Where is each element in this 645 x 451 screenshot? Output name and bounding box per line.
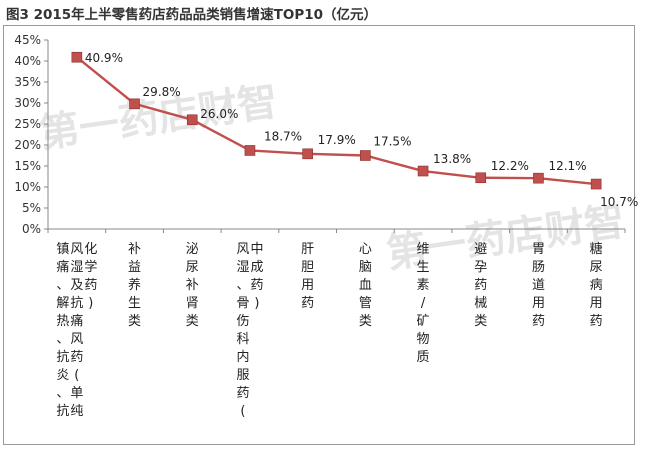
x-category-label: 风湿、骨伤科内服药(中成药) <box>236 242 263 419</box>
y-tick-label: 40% <box>14 54 41 68</box>
x-category-label: 镇痛、解热、抗炎、抗风湿及抗痛风药(单纯化学药) <box>56 242 97 419</box>
y-tick-label: 5% <box>22 201 41 215</box>
data-label: 10.7% <box>600 195 638 209</box>
x-category-label: 糖尿病用药 <box>590 241 603 329</box>
data-label: 13.8% <box>433 152 471 166</box>
data-point <box>360 150 371 161</box>
data-label: 40.9% <box>85 51 123 65</box>
data-label: 18.7% <box>264 129 302 143</box>
data-point <box>533 172 544 184</box>
data-point <box>244 145 256 156</box>
data-point <box>129 98 140 110</box>
data-label: 17.9% <box>318 133 356 147</box>
y-tick-label: 15% <box>14 159 41 173</box>
data-point <box>302 148 313 160</box>
y-tick-label: 25% <box>14 117 41 131</box>
series-line <box>76 56 597 186</box>
y-tick-label: 0% <box>22 222 41 236</box>
x-category-label: 泌尿补肾类 <box>186 242 199 329</box>
y-tick-label: 10% <box>14 180 41 194</box>
data-point <box>71 51 83 63</box>
y-tick-label: 30% <box>14 96 41 110</box>
x-category-label: 胃肠道用药 <box>532 242 545 329</box>
x-category-label: 补益养生类 <box>128 242 141 329</box>
x-category-label: 心脑血管类 <box>359 242 372 329</box>
y-tick-label: 20% <box>14 138 41 152</box>
data-point <box>590 178 602 190</box>
x-category-label: 避孕药械类 <box>474 242 487 329</box>
data-label: 26.0% <box>200 107 238 121</box>
x-category-label: 肝胆用药 <box>301 242 314 311</box>
data-point <box>475 172 487 184</box>
data-label: 12.1% <box>548 159 586 173</box>
chart-title: 图3 2015年上半零售药店药品品类销售增速TOP10（亿元） <box>6 7 378 23</box>
data-point <box>186 114 198 126</box>
chart-frame <box>3 25 635 445</box>
data-point <box>417 165 429 177</box>
x-category-label: 维生素/矿物质 <box>417 242 430 365</box>
data-label: 12.2% <box>491 159 529 173</box>
y-tick-label: 35% <box>14 75 41 89</box>
y-tick-label: 45% <box>14 33 41 47</box>
data-label: 29.8% <box>143 85 181 99</box>
data-label: 17.5% <box>373 135 411 149</box>
